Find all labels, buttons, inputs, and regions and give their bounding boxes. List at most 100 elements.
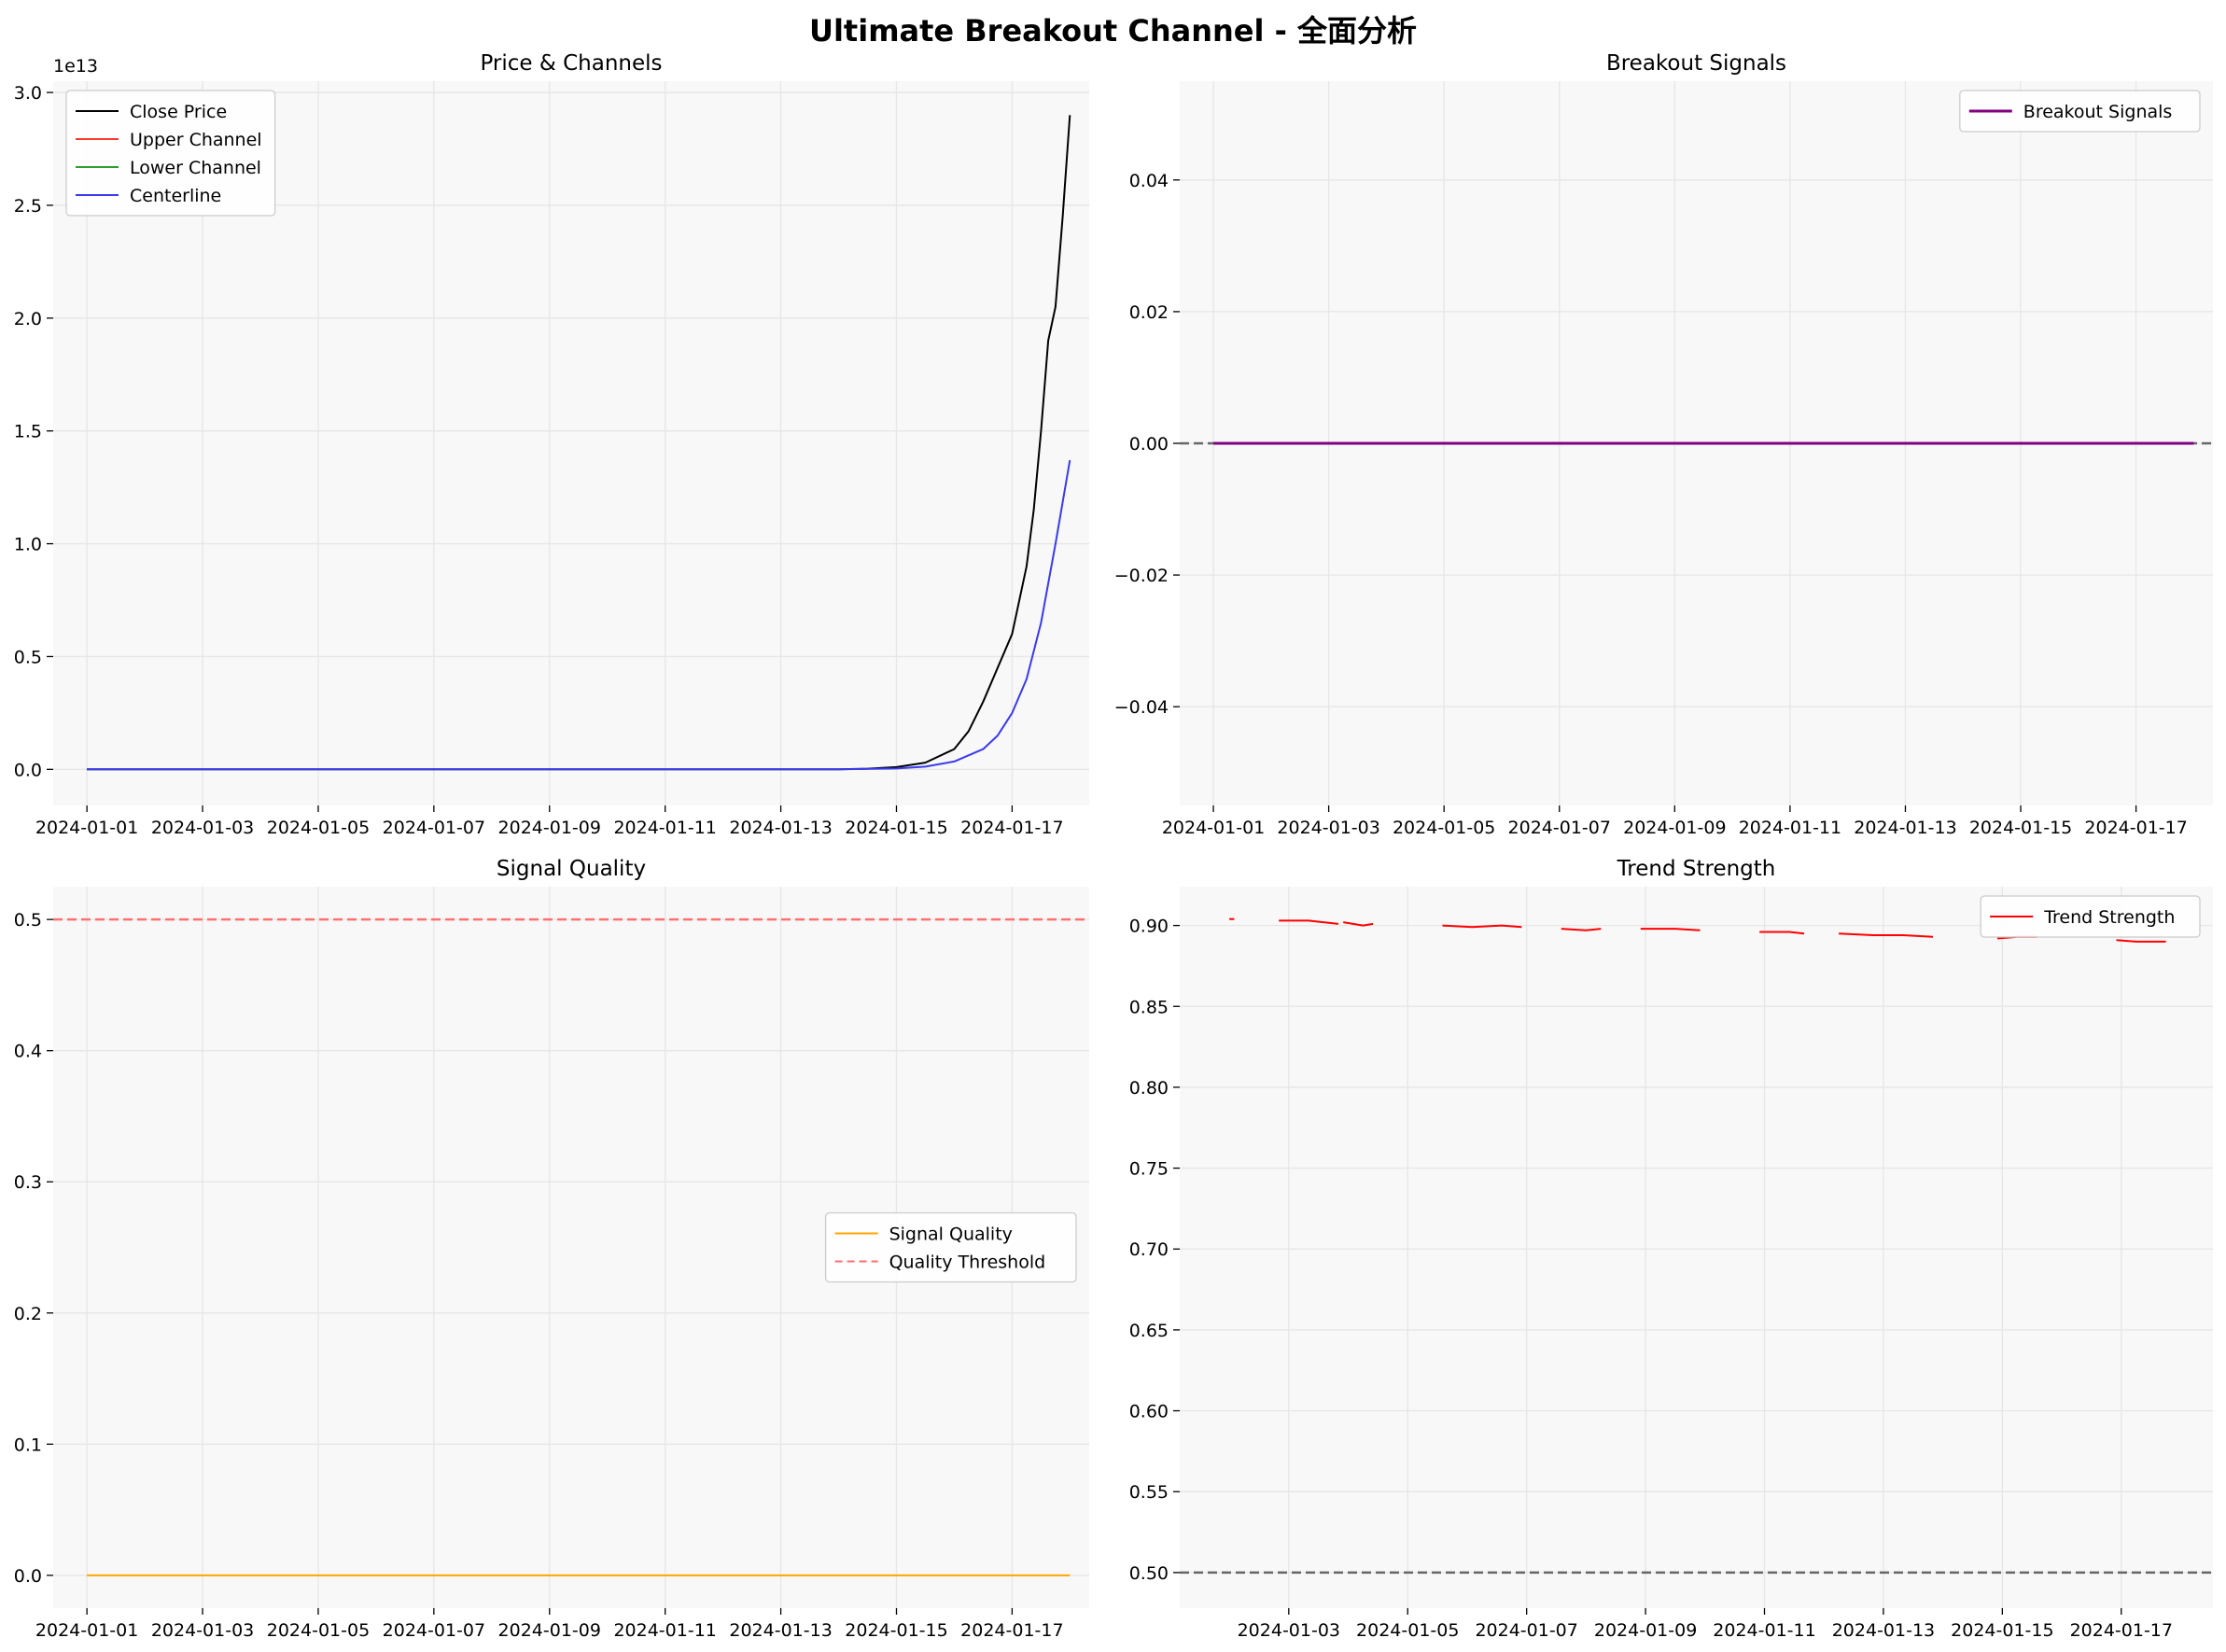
x-tick-label: 2024-01-15: [1969, 818, 2072, 838]
x-tick-label: 2024-01-17: [960, 818, 1063, 838]
x-tick-label: 2024-01-09: [498, 818, 601, 838]
legend-label: Lower Channel: [130, 158, 261, 178]
legend-label: Centerline: [130, 186, 221, 206]
x-tick-label: 2024-01-13: [729, 1620, 832, 1641]
subplot-title: Price & Channels: [480, 51, 662, 76]
legend: Close Price Upper Channel Lower Channel Cen…: [65, 90, 276, 217]
x-tick-label: 2024-01-07: [1475, 1620, 1577, 1641]
legend-label: Trend Strength: [2043, 907, 2175, 928]
x-tick-label: 2024-01-09: [1623, 818, 1726, 838]
y-tick-label: 0.1: [14, 1435, 42, 1455]
legend-label: Upper Channel: [130, 130, 262, 150]
x-tick-label: 2024-01-17: [960, 1620, 1063, 1641]
subplot-quality: 2024-01-01 2024-01-03 2024-01-05 2024-01-07…: [14, 857, 1089, 1641]
y-tick-label: 0.02: [1129, 302, 1169, 323]
y-tick-label: −0.02: [1114, 566, 1169, 586]
y-tick-label: −0.04: [1114, 697, 1169, 718]
series-line-trend-strength: [2116, 939, 2166, 943]
series-line-trend-strength: [1561, 928, 1602, 931]
y-tick-label: 0.65: [1129, 1321, 1169, 1341]
x-tick-label: 2024-01-11: [1739, 818, 1841, 838]
y-tick-label: 0.0: [14, 1566, 42, 1587]
x-tick-label: 2024-01-17: [2070, 1620, 2173, 1641]
y-tick-label: 0.50: [1129, 1563, 1169, 1584]
subplot-title: Breakout Signals: [1606, 51, 1786, 76]
y-tick-label: 0.5: [14, 910, 42, 931]
x-tick-label: 2024-01-11: [613, 818, 716, 838]
x-tick-label: 2024-01-01: [35, 818, 138, 838]
y-tick-label: 0.2: [14, 1304, 42, 1324]
x-tick-label: 2024-01-03: [1277, 818, 1379, 838]
y-tick-label: 0.75: [1129, 1159, 1169, 1180]
subplot-title: Signal Quality: [497, 857, 646, 881]
axis-offset-label: 1e13: [53, 56, 98, 77]
legend-label: Close Price: [130, 102, 227, 122]
x-tick-label: 2024-01-15: [845, 1620, 947, 1641]
y-tick-label: 0.90: [1129, 917, 1169, 937]
figure-suptitle: Ultimate Breakout Channel - 全面分析: [808, 13, 1418, 49]
subplot-title: Trend Strength: [1617, 857, 1776, 881]
legend-label: Breakout Signals: [2023, 102, 2173, 122]
y-tick-label: 0.55: [1129, 1482, 1169, 1503]
legend-box: [824, 1211, 1077, 1283]
y-tick-label: 1.5: [14, 422, 42, 442]
x-tick-label: 2024-01-01: [1162, 818, 1265, 838]
x-tick-label: 2024-01-11: [613, 1620, 716, 1641]
legend-box: [1959, 90, 2201, 133]
x-tick-label: 2024-01-15: [1951, 1620, 2053, 1641]
x-tick-label: 2024-01-13: [1832, 1620, 1935, 1641]
x-tick-label: 2024-01-11: [1713, 1620, 1815, 1641]
x-tick-label: 2024-01-05: [1393, 818, 1495, 838]
x-tick-label: 2024-01-05: [267, 1620, 370, 1641]
series-line-close-price: [87, 115, 1071, 771]
legend-label: Signal Quality: [889, 1225, 1013, 1245]
x-tick-label: 2024-01-17: [2084, 818, 2187, 838]
series-line-trend-strength: [1279, 919, 1339, 925]
y-tick-label: 0.0: [14, 760, 42, 780]
y-tick-label: 0.04: [1129, 171, 1169, 191]
x-tick-label: 2024-01-03: [151, 1620, 254, 1641]
legend-box: [1980, 895, 2201, 938]
y-tick-label: 0.80: [1129, 1078, 1169, 1099]
series-line-centerline: [87, 459, 1071, 771]
x-tick-label: 2024-01-13: [729, 818, 832, 838]
series-line-trend-strength: [1442, 924, 1522, 929]
x-tick-label: 2024-01-03: [1238, 1620, 1340, 1641]
y-tick-label: 0.00: [1129, 434, 1169, 455]
y-tick-label: 3.0: [14, 83, 42, 104]
legend: Trend Strength: [1980, 895, 2201, 938]
y-tick-label: 0.85: [1129, 997, 1169, 1017]
subplot-trend: 2024-01-03 2024-01-05 2024-01-07 2024-01-09…: [1129, 857, 2213, 1641]
y-tick-label: 0.4: [14, 1042, 42, 1062]
x-tick-label: 2024-01-07: [383, 1620, 485, 1641]
legend: Breakout Signals: [1959, 90, 2201, 133]
x-tick-label: 2024-01-01: [35, 1620, 138, 1641]
y-tick-label: 2.0: [14, 309, 42, 329]
series-line-trend-strength: [1839, 932, 1934, 938]
x-tick-label: 2024-01-15: [845, 818, 947, 838]
x-tick-label: 2024-01-09: [498, 1620, 601, 1641]
x-tick-label: 2024-01-07: [383, 818, 485, 838]
x-tick-label: 2024-01-09: [1594, 1620, 1697, 1641]
y-tick-label: 0.60: [1129, 1402, 1169, 1422]
series-line-trend-strength: [1343, 921, 1374, 927]
x-tick-label: 2024-01-03: [151, 818, 254, 838]
legend-label: Quality Threshold: [889, 1253, 1046, 1273]
series-line-trend-strength: [1759, 931, 1805, 935]
x-tick-label: 2024-01-07: [1508, 818, 1611, 838]
y-tick-label: 2.5: [14, 196, 42, 217]
series-line-trend-strength: [1640, 928, 1701, 931]
y-tick-label: 1.0: [14, 535, 42, 555]
x-tick-label: 2024-01-05: [267, 818, 370, 838]
y-tick-label: 0.70: [1129, 1239, 1169, 1260]
subplot-price: 2024-01-01 2024-01-03 2024-01-05 2024-01-07…: [14, 51, 1089, 838]
legend-box: [65, 90, 276, 217]
subplot-breakout: 2024-01-01 2024-01-03 2024-01-05 2024-01-07…: [1114, 51, 2213, 838]
x-tick-label: 2024-01-13: [1854, 818, 1956, 838]
legend: Signal Quality Quality Threshold: [824, 1211, 1077, 1283]
plot-area: [1180, 887, 2213, 1608]
y-tick-label: 0.5: [14, 647, 42, 667]
x-tick-label: 2024-01-05: [1356, 1620, 1459, 1641]
y-tick-label: 0.3: [14, 1172, 42, 1193]
